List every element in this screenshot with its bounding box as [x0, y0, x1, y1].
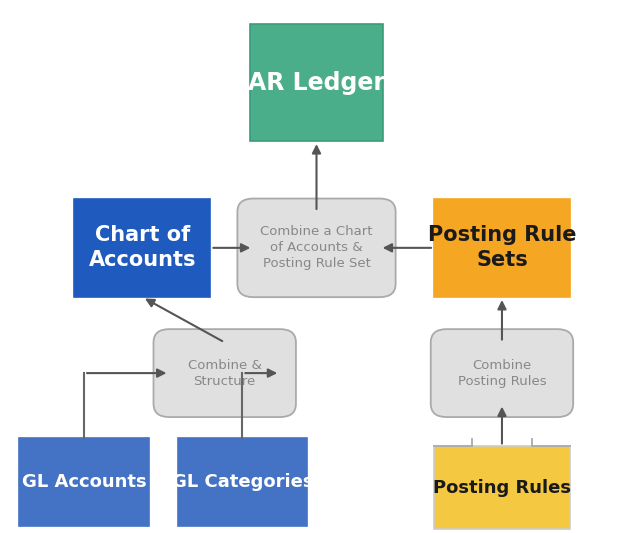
FancyBboxPatch shape — [434, 199, 570, 297]
FancyBboxPatch shape — [75, 199, 210, 297]
FancyBboxPatch shape — [430, 329, 573, 417]
Text: Posting Rules: Posting Rules — [433, 479, 571, 497]
FancyBboxPatch shape — [237, 199, 396, 297]
FancyBboxPatch shape — [250, 24, 383, 141]
Text: GL Categories: GL Categories — [172, 473, 313, 491]
FancyBboxPatch shape — [434, 447, 570, 529]
Text: Combine a Chart
of Accounts &
Posting Rule Set: Combine a Chart of Accounts & Posting Ru… — [260, 225, 373, 270]
Text: AR Ledger: AR Ledger — [248, 70, 385, 95]
FancyBboxPatch shape — [177, 438, 308, 527]
Text: Combine
Posting Rules: Combine Posting Rules — [458, 359, 546, 387]
Text: Posting Rule
Sets: Posting Rule Sets — [428, 225, 576, 270]
FancyBboxPatch shape — [20, 438, 149, 527]
Text: Chart of
Accounts: Chart of Accounts — [89, 225, 196, 270]
FancyBboxPatch shape — [153, 329, 296, 417]
Text: Combine &
Structure: Combine & Structure — [188, 359, 261, 387]
Text: GL Accounts: GL Accounts — [22, 473, 146, 491]
